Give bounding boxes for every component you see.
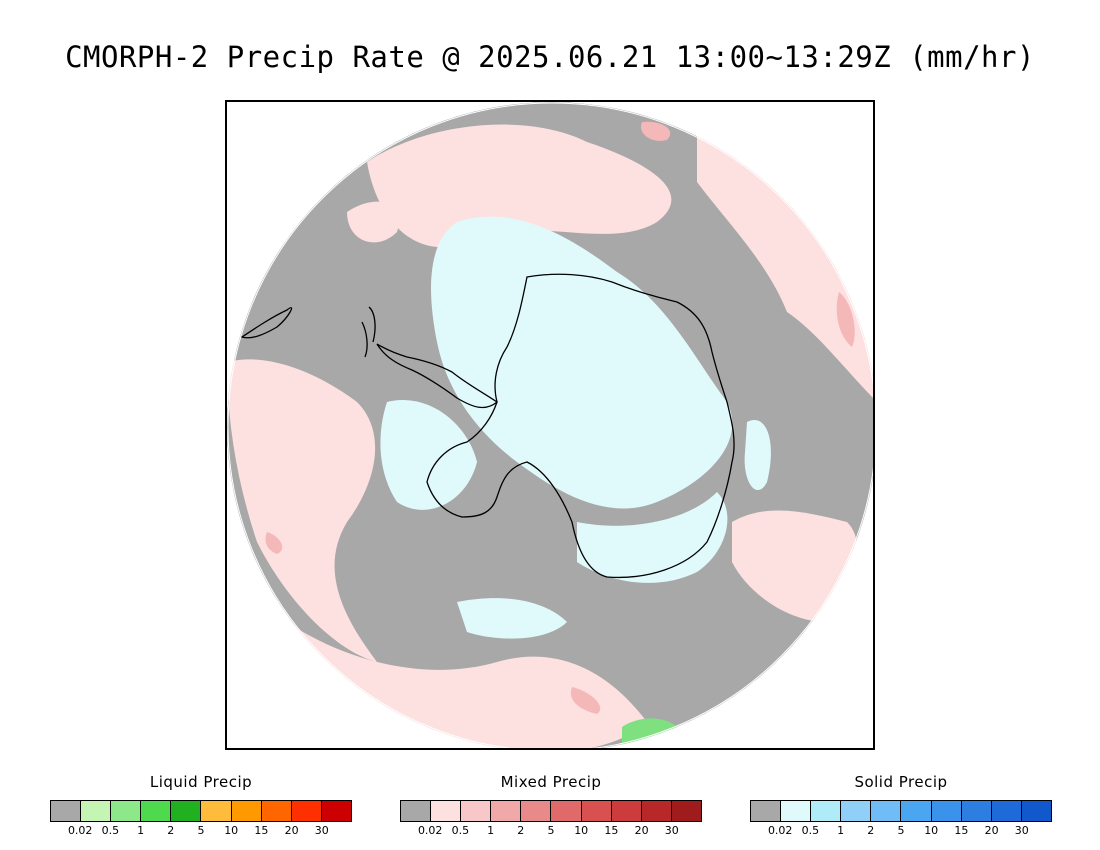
legend-liquid-title: Liquid Precip: [149, 773, 253, 791]
legend-liquid-colorbar: [50, 800, 352, 822]
legend-liquid-swatch-4: [171, 801, 202, 821]
legend-liquid-swatch-6: [231, 801, 262, 821]
solid-precip-region-central: [431, 216, 733, 509]
mixed-precip-patch-south: [570, 687, 601, 714]
mixed-precip-patch-east: [836, 292, 855, 347]
legend-mixed-tick-label: 15: [604, 824, 619, 837]
legend-mixed-swatch-3: [491, 801, 522, 821]
legend-solid-swatch-6: [931, 801, 962, 821]
legend-mixed-tick-label: 1: [487, 824, 495, 837]
legend-solid-swatch-4: [871, 801, 902, 821]
legend-liquid-tick-label: 2: [167, 824, 175, 837]
legend-solid-tick-label: 1: [837, 824, 845, 837]
map-panel: [225, 100, 875, 750]
legend-solid-swatch-7: [961, 801, 992, 821]
peninsula-islands-coastline: [361, 306, 376, 358]
solid-precip-region-south: [577, 492, 728, 583]
legend-liquid-tick-label: 0.5: [101, 824, 120, 837]
legend-liquid: Liquid Precip 0.02 0.5 1 2 5 10 15 20 30: [50, 772, 352, 838]
legend-liquid-tick-label: 10: [224, 824, 239, 837]
legend-liquid-swatch-3: [141, 801, 172, 821]
south-america-tip-coastline: [240, 307, 293, 339]
mixed-precip-region-north: [367, 124, 672, 248]
legend-solid-swatch-3: [841, 801, 872, 821]
legend-liquid-tick-label: 0.02: [67, 824, 93, 837]
map-title: CMORPH-2 Precip Rate @ 2025.06.21 13:00~…: [65, 40, 1035, 74]
legend-mixed-tick-label: 30: [664, 824, 679, 837]
legend-mixed-tick-label: 0.5: [451, 824, 470, 837]
legend-solid-colorbar: [750, 800, 1052, 822]
legend-liquid-tick-label: 20: [284, 824, 299, 837]
legend-mixed-tick-label: 10: [574, 824, 589, 837]
precip-field: [227, 102, 873, 748]
legend-liquid-swatch-8: [291, 801, 322, 821]
liquid-precip-patch-south: [622, 718, 677, 748]
precip-map: [227, 102, 873, 748]
legend-mixed-tick-label: 0.02: [417, 824, 443, 837]
legend-solid-tick-label: 2: [867, 824, 875, 837]
legend-solid-tick-label: 5: [897, 824, 905, 837]
legend-mixed-swatch-6: [581, 801, 612, 821]
legend-liquid-swatch-0: [51, 801, 82, 821]
legend-mixed-tick-label: 20: [634, 824, 649, 837]
legend-solid-swatch-8: [991, 801, 1022, 821]
legend-solid-tick-label: 10: [924, 824, 939, 837]
legend-liquid-swatch-1: [81, 801, 112, 821]
legend-mixed-swatch-7: [611, 801, 642, 821]
legend-mixed: Mixed Precip 0.02 0.5 1 2 5 10 15 20 30: [400, 772, 702, 838]
legend-mixed-swatch-1: [431, 801, 462, 821]
solid-precip-region-southwest: [457, 598, 567, 639]
antarctica-coastline: [426, 273, 735, 579]
legend-solid-swatch-0: [751, 801, 782, 821]
legend-liquid-tick-label: 15: [254, 824, 269, 837]
legend-mixed-ticks: 0.02 0.5 1 2 5 10 15 20 30: [400, 824, 702, 838]
legend-solid-tick-label: 0.02: [767, 824, 793, 837]
legend-mixed-swatch-2: [461, 801, 492, 821]
legend-solid-swatch-2: [811, 801, 842, 821]
map-disk-edge: [227, 102, 873, 748]
legend-mixed-tick-label: 2: [517, 824, 525, 837]
mixed-precip-patch-southwest: [265, 532, 283, 554]
legend-mixed-tick-label: 5: [547, 824, 555, 837]
legend-solid-ticks: 0.02 0.5 1 2 5 10 15 20 30: [750, 824, 1052, 838]
legend-liquid-swatch-2: [111, 801, 142, 821]
legend-solid-swatch-5: [901, 801, 932, 821]
legend-mixed-swatch-4: [521, 801, 552, 821]
legend-liquid-tick-label: 30: [314, 824, 329, 837]
mixed-precip-region-west: [227, 359, 377, 662]
legend-liquid-tick-label: 1: [137, 824, 145, 837]
solid-precip-region-east: [744, 420, 771, 491]
antarctic-peninsula-coastline: [376, 343, 499, 409]
mixed-precip-region-east: [732, 510, 858, 622]
mixed-precip-region-northwest: [347, 201, 399, 243]
legend-solid-tick-label: 20: [984, 824, 999, 837]
legend-solid: Solid Precip 0.02 0.5 1 2 5 10 15 20 30: [750, 772, 1052, 838]
legend-liquid-swatch-5: [201, 801, 232, 821]
legend-liquid-swatch-7: [261, 801, 292, 821]
legend-solid-title: Solid Precip: [854, 773, 948, 791]
legend-mixed-swatch-0: [401, 801, 432, 821]
mixed-precip-region-northeast: [697, 112, 873, 402]
legend-liquid-tick-label: 5: [197, 824, 205, 837]
legend-solid-tick-label: 15: [954, 824, 969, 837]
legend-mixed-title: Mixed Precip: [500, 773, 602, 791]
legend-mixed-colorbar: [400, 800, 702, 822]
legend-mixed-swatch-8: [641, 801, 672, 821]
legend-solid-swatch-1: [781, 801, 812, 821]
legend-solid-tick-label: 0.5: [801, 824, 820, 837]
legend-mixed-swatch-5: [551, 801, 582, 821]
mixed-precip-patch-northeast: [641, 121, 671, 141]
legend-solid-swatch-9: [1021, 801, 1051, 821]
legend-mixed-swatch-9: [671, 801, 701, 821]
legend-liquid-ticks: 0.02 0.5 1 2 5 10 15 20 30: [50, 824, 352, 838]
legend-solid-tick-label: 30: [1014, 824, 1029, 837]
solid-precip-region-west: [380, 400, 477, 510]
legend-liquid-swatch-9: [321, 801, 351, 821]
